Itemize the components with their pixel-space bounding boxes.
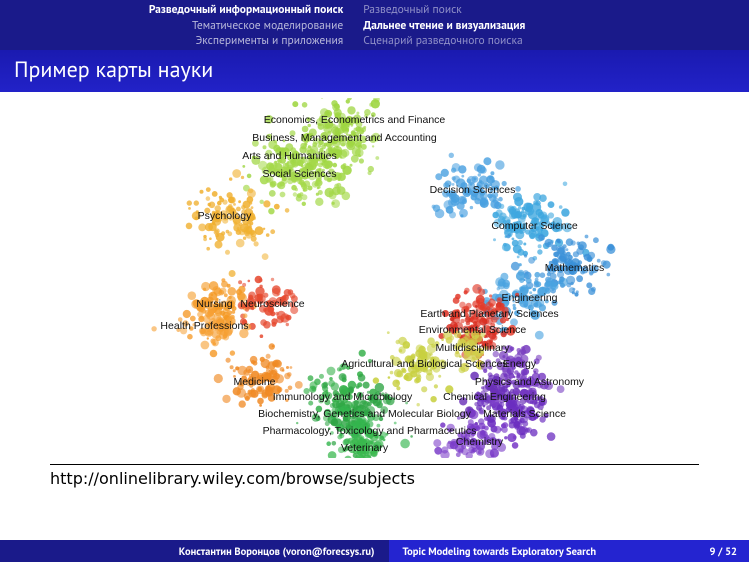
nav-subsection-item[interactable]: Сценарий разведочного поиска bbox=[363, 33, 739, 49]
nav-section-item[interactable]: Тематическое моделирование bbox=[10, 18, 343, 34]
science-map-chart: Economics, Econometrics and Finance Busin… bbox=[75, 98, 675, 458]
footer-right: Topic Modeling towards Exploratory Searc… bbox=[389, 540, 749, 562]
slide-title-bar: Пример карты науки bbox=[0, 50, 749, 92]
nav-left-column: Разведочный информационный поиск Тематич… bbox=[0, 0, 353, 50]
nav-section-item[interactable]: Разведочный информационный поиск bbox=[10, 2, 343, 18]
slide-content: Economics, Econometrics and Finance Busin… bbox=[0, 92, 749, 540]
cluster-label: Decision Sciences bbox=[430, 184, 516, 196]
cluster-label: Immunology and Microbiology bbox=[273, 391, 412, 403]
source-url: http://onlinelibrary.wiley.com/browse/su… bbox=[50, 469, 699, 488]
cluster-label: Pharmacology, Toxicology and Pharmaceuti… bbox=[263, 425, 477, 437]
footer-talk-title: Topic Modeling towards Exploratory Searc… bbox=[403, 544, 597, 558]
cluster-label: Nursing bbox=[196, 298, 232, 310]
cluster-label: Neuroscience bbox=[240, 298, 304, 310]
cluster-label: Psychology bbox=[198, 210, 252, 222]
cluster-label: Arts and Humanities bbox=[242, 150, 337, 162]
slide-footer: Константин Воронцов (voron@forecsys.ru) … bbox=[0, 540, 749, 562]
slide: Разведочный информационный поиск Тематич… bbox=[0, 0, 749, 562]
cluster-label: Physics and Astronomy bbox=[475, 376, 584, 388]
cluster-label: Environmental Science bbox=[419, 324, 526, 336]
cluster-label: Economics, Econometrics and Finance bbox=[264, 114, 446, 126]
cluster-label: Chemistry bbox=[456, 436, 503, 448]
cluster bbox=[151, 278, 251, 357]
cluster-label: Energy bbox=[503, 358, 536, 370]
slide-title: Пример карты науки bbox=[14, 56, 735, 84]
nav-sections: Разведочный информационный поиск Тематич… bbox=[0, 0, 749, 50]
divider bbox=[50, 464, 699, 465]
cluster-label: Materials Science bbox=[483, 408, 566, 420]
footer-page-number: 9 / 52 bbox=[710, 544, 737, 558]
cluster-label: Medicine bbox=[233, 376, 275, 388]
cluster-label: Business, Management and Accounting bbox=[252, 132, 436, 144]
cluster-label: Health Professions bbox=[160, 320, 248, 332]
cluster-label: Computer Science bbox=[491, 220, 577, 232]
nav-right-column: Разведочный поиск Дальнее чтение и визуа… bbox=[353, 0, 749, 50]
cluster-label: Chemical Engineering bbox=[443, 391, 546, 403]
cluster-label: Engineering bbox=[501, 292, 557, 304]
cluster-label: Earth and Planetary Sciences bbox=[420, 308, 558, 320]
footer-author: Константин Воронцов (voron@forecsys.ru) bbox=[0, 544, 389, 558]
nav-subsection-item[interactable]: Разведочный поиск bbox=[363, 2, 739, 18]
cluster-label: Mathematics bbox=[545, 262, 605, 274]
cluster-label: Social Sciences bbox=[262, 168, 336, 180]
cluster-label: Agricultural and Biological Sciences bbox=[341, 358, 507, 370]
nav-subsection-item[interactable]: Дальнее чтение и визуализация bbox=[363, 18, 739, 34]
cluster-label: Veterinary bbox=[341, 442, 388, 454]
cluster-label: Biochemistry, Genetics and Molecular Bio… bbox=[258, 408, 471, 420]
science-map-svg bbox=[75, 98, 675, 458]
nav-section-item[interactable]: Эксперименты и приложения bbox=[10, 33, 343, 49]
cluster-label: Multidisciplinary bbox=[435, 342, 509, 354]
